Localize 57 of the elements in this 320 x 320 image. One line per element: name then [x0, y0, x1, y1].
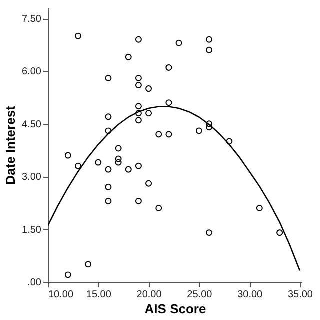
point: [166, 64, 172, 71]
point: [176, 40, 182, 46]
point: [135, 117, 142, 124]
point: [226, 138, 233, 145]
point: [115, 156, 122, 162]
point: [115, 159, 122, 166]
point: [64, 272, 72, 278]
point: [75, 162, 82, 170]
point: [105, 198, 112, 204]
point: [146, 180, 152, 187]
x-tick-label: 30.00: [238, 290, 264, 300]
point: [64, 152, 72, 159]
point: [135, 36, 142, 43]
point: [135, 103, 142, 110]
y-tick-label: 7.50: [22, 14, 42, 26]
point: [125, 54, 132, 60]
x-tick-label: 20.00: [136, 290, 162, 300]
point: [105, 184, 112, 190]
y-tick-label: .00: [28, 278, 42, 288]
point: [135, 162, 142, 170]
point: [105, 114, 112, 120]
point: [146, 110, 152, 117]
y-axis-title: Date Interest: [3, 105, 18, 185]
point: [206, 36, 213, 43]
point: [206, 230, 213, 236]
point: [105, 75, 112, 82]
point: [206, 46, 213, 54]
point: [115, 145, 122, 152]
point: [95, 159, 102, 166]
y-tick-label: 3.00: [22, 172, 42, 184]
point: [135, 75, 142, 82]
x-tick-label: 10.00: [48, 290, 74, 300]
point: [146, 86, 152, 92]
point: [105, 166, 112, 173]
y-tick-label: 4.50: [22, 119, 42, 130]
x-tick-label: 35.00: [288, 290, 314, 300]
point: [105, 128, 112, 134]
point: [85, 261, 92, 268]
y-tick-label: 1.50: [22, 224, 42, 236]
point: [166, 100, 172, 106]
point: [206, 124, 213, 131]
point: [276, 230, 284, 236]
point: [256, 204, 263, 212]
point: [206, 120, 213, 128]
point: [156, 204, 162, 212]
point: [135, 110, 142, 117]
y-tick-label: 6.00: [22, 66, 42, 78]
point: [135, 82, 142, 89]
point: [125, 166, 132, 173]
x-tick-label: 25.00: [187, 290, 213, 300]
point: [156, 131, 162, 138]
x-tick-label: 15.00: [86, 290, 112, 300]
x-axis-title: AIS Score: [144, 302, 206, 316]
point: [166, 131, 172, 138]
point: [75, 32, 82, 40]
point: [196, 128, 202, 134]
point: [135, 198, 142, 204]
